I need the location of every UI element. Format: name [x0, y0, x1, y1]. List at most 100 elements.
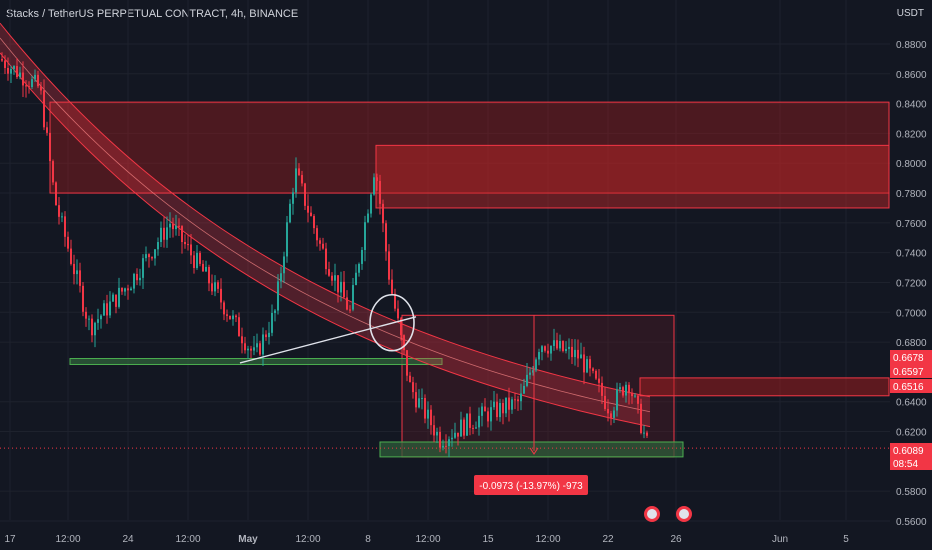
candle-body — [76, 270, 78, 275]
candle-body — [409, 375, 411, 383]
candle-body — [217, 282, 219, 289]
supply-zone-upper — [49, 101, 890, 194]
price-tag-label: 0.6597 — [893, 367, 924, 378]
candle-body — [136, 273, 138, 281]
candle-body — [25, 85, 27, 87]
candle-body — [640, 403, 642, 433]
candle-body — [265, 334, 267, 338]
price-tag — [890, 350, 932, 364]
ma-band-upper — [0, 22, 651, 398]
candle-body — [322, 243, 324, 249]
candle-body — [55, 182, 57, 206]
price-tag-label: 08:54 — [893, 459, 918, 470]
candle-body — [427, 409, 429, 419]
candle-body — [523, 385, 525, 394]
candle-body — [355, 272, 357, 286]
candle-body — [142, 258, 144, 278]
candle-body — [604, 395, 606, 409]
candle-body — [346, 297, 348, 310]
candle-body — [250, 348, 252, 351]
candle-body — [160, 227, 162, 243]
candle-body — [103, 303, 105, 316]
candle-body — [568, 346, 570, 349]
candle-body — [418, 398, 420, 408]
candle-body — [565, 348, 567, 352]
candle-body — [118, 287, 120, 307]
candle-body — [361, 250, 363, 264]
price-tag-label: 0.6678 — [893, 353, 924, 364]
candle-body — [121, 287, 123, 292]
candle-body — [73, 263, 75, 275]
candle-body — [499, 402, 501, 418]
candle-body — [88, 318, 90, 320]
candle-body — [550, 346, 552, 354]
candle-body — [583, 354, 585, 373]
ma-band-lower — [0, 52, 651, 428]
candle-body — [148, 254, 150, 258]
candle-body — [319, 240, 321, 244]
candle-body — [97, 319, 99, 323]
trendline — [239, 316, 417, 364]
event-flag-icon-inner — [647, 509, 657, 519]
candle-body — [58, 205, 60, 217]
candle-body — [43, 90, 45, 128]
x-axis-tick-label: 24 — [122, 534, 134, 545]
supply-zone-inner — [375, 144, 890, 209]
candle-body — [253, 347, 255, 351]
y-axis-tick-label: 0.5600 — [896, 517, 927, 528]
candle-body — [154, 249, 156, 259]
ma-band — [0, 23, 650, 427]
candle-body — [508, 397, 510, 410]
candle-body — [280, 273, 282, 282]
price-tag — [890, 364, 932, 378]
candle-body — [349, 309, 351, 311]
candle-body — [211, 283, 213, 292]
candle-body — [274, 310, 276, 313]
measure-arrow-head — [529, 447, 539, 455]
candle-body — [112, 294, 114, 302]
candle-body — [328, 269, 330, 276]
candle-body — [529, 372, 531, 375]
candle-body — [127, 288, 129, 291]
x-axis-tick-label: 12:00 — [415, 534, 440, 545]
candle-body — [304, 183, 306, 206]
currency-label: USDT — [896, 8, 924, 19]
candle-body — [457, 432, 459, 437]
price-tag — [890, 456, 932, 470]
candle-body — [598, 378, 600, 383]
candle-body — [439, 431, 441, 448]
y-axis-tick-label: 0.8200 — [896, 129, 927, 140]
candle-body — [592, 368, 594, 371]
x-axis-tick-label: 5 — [843, 534, 849, 545]
candle-body — [472, 427, 474, 429]
candle-body — [133, 273, 135, 289]
candle-body — [493, 401, 495, 408]
candle-body — [526, 374, 528, 386]
candle-body — [100, 315, 102, 320]
candle-body — [469, 413, 471, 428]
candle-body — [202, 263, 204, 272]
x-axis-tick-label: Jun — [772, 534, 788, 545]
x-axis-tick-label: 22 — [602, 534, 614, 545]
candle-body — [631, 393, 633, 397]
candle-body — [283, 256, 285, 274]
candle-body — [67, 236, 69, 249]
candle-body — [616, 389, 618, 411]
candle-body — [424, 397, 426, 419]
x-axis-tick-label: 12:00 — [295, 534, 320, 545]
candle-body — [13, 66, 15, 69]
candle-body — [271, 312, 273, 333]
breakdown-circle — [369, 293, 415, 352]
candle-body — [157, 242, 159, 250]
candle-body — [421, 397, 423, 399]
candle-body — [619, 387, 621, 390]
candle-body — [490, 407, 492, 422]
candle-body — [556, 340, 558, 349]
candle-body — [334, 275, 336, 281]
candle-body — [82, 285, 84, 312]
candle-body — [622, 387, 624, 396]
candle-body — [505, 397, 507, 414]
candle-body — [514, 399, 516, 401]
x-axis-tick-label: 12:00 — [535, 534, 560, 545]
